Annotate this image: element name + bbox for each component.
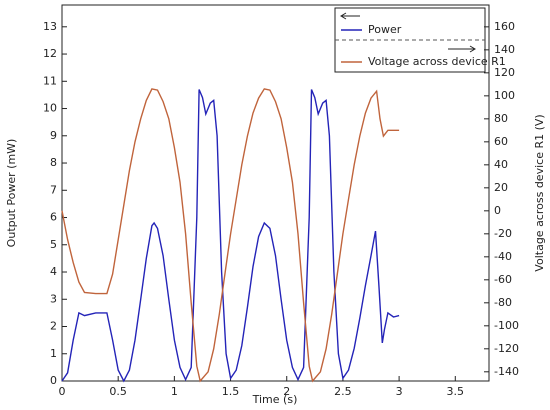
x-tick-label: 1 xyxy=(171,385,178,398)
y2-tick-label: -60 xyxy=(494,273,512,286)
y2-tick-label: 40 xyxy=(494,158,508,171)
y2-tick-label: 160 xyxy=(494,20,515,33)
y2-tick-label: -120 xyxy=(494,342,519,355)
y-tick-label: 2 xyxy=(50,320,57,333)
y-tick-label: 1 xyxy=(50,347,57,360)
y2-tick-label: 120 xyxy=(494,66,515,79)
y2-tick-label: -80 xyxy=(494,296,512,309)
y-axis-label: Output Power (mW) xyxy=(5,139,18,248)
legend-arrow xyxy=(340,12,360,20)
x-tick-label: 2 xyxy=(283,385,290,398)
y-tick-label: 4 xyxy=(50,265,57,278)
x-tick-label: 3.5 xyxy=(447,385,465,398)
y-tick-label: 9 xyxy=(50,129,57,142)
legend-arrow xyxy=(448,45,476,53)
y-tick-label: 12 xyxy=(43,47,57,60)
y2-tick-label: 20 xyxy=(494,181,508,194)
x-axis-label: Time (s) xyxy=(252,393,298,406)
legend-label: Power xyxy=(368,23,402,36)
y-tick-label: 0 xyxy=(50,374,57,387)
y2-tick-label: 0 xyxy=(494,204,501,217)
y2-axis-label: Voltage across device R1 (V) xyxy=(533,114,546,271)
plot-frame xyxy=(61,4,490,382)
y-tick-label: 3 xyxy=(50,292,57,305)
y-tick-label: 11 xyxy=(43,74,57,87)
y-tick-label: 13 xyxy=(43,20,57,33)
y-tick-label: 7 xyxy=(50,183,57,196)
y-tick-label: 10 xyxy=(43,102,57,115)
y2-tick-label: 60 xyxy=(494,135,508,148)
line-series xyxy=(61,89,400,383)
y2-tick-label: 100 xyxy=(494,89,515,102)
y-tick-label: 6 xyxy=(50,211,57,224)
y2-tick-label: -140 xyxy=(494,365,519,378)
x-tick-label: 0.5 xyxy=(109,385,127,398)
x-tick-label: 2.5 xyxy=(334,385,352,398)
y2-tick-label: -40 xyxy=(494,250,512,263)
y2-tick-label: -20 xyxy=(494,227,512,240)
y-tick-label: 5 xyxy=(50,238,57,251)
x-tick-label: 0 xyxy=(59,385,66,398)
y2-tick-label: 80 xyxy=(494,112,508,125)
legend-label: Voltage across device R1 xyxy=(368,55,506,68)
x-tick-label: 1.5 xyxy=(222,385,240,398)
y2-tick-label: 140 xyxy=(494,43,515,56)
x-tick-label: 3 xyxy=(396,385,403,398)
line-series xyxy=(61,88,400,383)
y-tick-label: 8 xyxy=(50,156,57,169)
y2-tick-label: -100 xyxy=(494,319,519,332)
